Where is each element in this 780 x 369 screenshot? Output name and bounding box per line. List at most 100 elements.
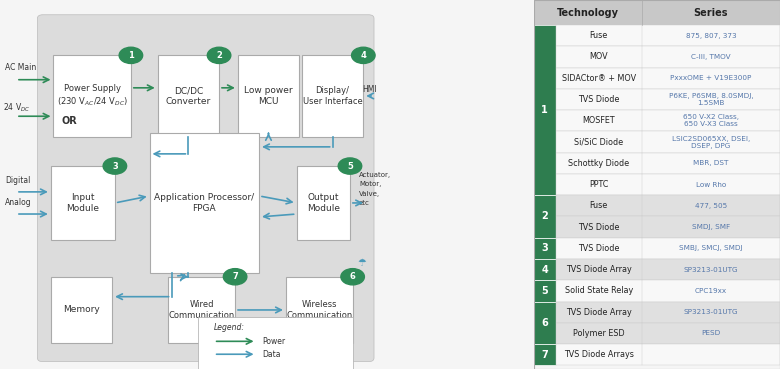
Text: DC/DC
Converter: DC/DC Converter	[165, 86, 211, 106]
Text: 477, 505: 477, 505	[695, 203, 727, 209]
Bar	[555, 68, 780, 89]
Text: Schottky Diode: Schottky Diode	[569, 159, 629, 168]
Bar	[534, 0, 780, 25]
Circle shape	[119, 47, 143, 63]
Text: etc: etc	[359, 200, 370, 206]
Text: MOV: MOV	[590, 52, 608, 62]
Bar	[534, 301, 555, 344]
Text: 2: 2	[541, 211, 548, 221]
Text: Technology: Technology	[557, 7, 619, 18]
Text: 2: 2	[216, 51, 222, 60]
Text: 1: 1	[541, 105, 548, 115]
Text: Solid State Relay: Solid State Relay	[565, 286, 633, 296]
Text: 6: 6	[349, 272, 356, 281]
Text: SP3213-01UTG: SP3213-01UTG	[684, 267, 739, 273]
FancyBboxPatch shape	[296, 166, 350, 240]
FancyBboxPatch shape	[302, 55, 363, 137]
Bar	[534, 344, 555, 365]
Text: 6: 6	[541, 318, 548, 328]
Bar	[555, 153, 780, 174]
Text: MBR, DST: MBR, DST	[693, 160, 729, 166]
Text: Data: Data	[262, 350, 280, 359]
Text: Motor,: Motor,	[359, 181, 381, 187]
Text: Actuator,: Actuator,	[359, 172, 392, 178]
FancyBboxPatch shape	[51, 277, 112, 343]
Text: 3: 3	[541, 244, 548, 254]
Text: 3: 3	[112, 162, 118, 170]
Bar	[534, 25, 555, 195]
Text: 4: 4	[360, 51, 367, 60]
Text: P6KE, P6SMB, 8.0SMDJ,
1.5SMB: P6KE, P6SMB, 8.0SMDJ, 1.5SMB	[668, 93, 753, 106]
Text: AC Main: AC Main	[5, 63, 37, 72]
Text: 1: 1	[128, 51, 134, 60]
Text: SMBJ, SMCJ, SMDJ: SMBJ, SMCJ, SMDJ	[679, 245, 743, 251]
Text: Power: Power	[262, 337, 285, 346]
Bar	[555, 110, 780, 131]
Bar	[534, 195, 555, 238]
Bar	[555, 280, 780, 301]
Text: 7: 7	[232, 272, 238, 281]
Circle shape	[341, 269, 364, 285]
Circle shape	[207, 47, 231, 63]
Bar	[534, 280, 555, 301]
FancyBboxPatch shape	[197, 317, 353, 369]
Text: C-III, TMOV: C-III, TMOV	[691, 54, 731, 60]
Bar	[555, 25, 780, 46]
Text: Wired
Communication: Wired Communication	[168, 300, 235, 320]
Circle shape	[352, 47, 375, 63]
Text: Low power
MCU: Low power MCU	[244, 86, 292, 106]
Text: Output
Module: Output Module	[307, 193, 340, 213]
FancyBboxPatch shape	[37, 15, 374, 362]
Text: Input
Module: Input Module	[66, 193, 99, 213]
Text: Application Processor/
FPGA: Application Processor/ FPGA	[154, 193, 254, 213]
Bar	[555, 238, 780, 259]
Bar	[555, 195, 780, 217]
Bar	[555, 131, 780, 153]
Bar	[555, 259, 780, 280]
Text: HMI: HMI	[362, 85, 377, 94]
FancyBboxPatch shape	[285, 277, 353, 343]
Text: PxxxOME + V19E300P: PxxxOME + V19E300P	[670, 75, 752, 81]
Text: Si/SiC Diode: Si/SiC Diode	[574, 138, 623, 146]
Text: CPC19xx: CPC19xx	[695, 288, 727, 294]
Text: 875, 807, 373: 875, 807, 373	[686, 33, 736, 39]
Text: 24 V$_{DC}$: 24 V$_{DC}$	[2, 102, 30, 114]
Text: OR: OR	[62, 116, 77, 126]
Text: Power Supply
(230 V$_{AC}$/24 V$_{DC}$): Power Supply (230 V$_{AC}$/24 V$_{DC}$)	[57, 84, 128, 108]
Bar	[555, 344, 780, 365]
Text: Series: Series	[693, 7, 729, 18]
Text: TVS Diode: TVS Diode	[578, 223, 619, 232]
Bar	[555, 217, 780, 238]
FancyBboxPatch shape	[51, 166, 115, 240]
Text: 5: 5	[347, 162, 353, 170]
Text: Analog: Analog	[5, 198, 32, 207]
Text: SP3213-01UTG: SP3213-01UTG	[684, 309, 739, 315]
Text: 4: 4	[541, 265, 548, 275]
Bar	[555, 46, 780, 68]
FancyBboxPatch shape	[238, 55, 300, 137]
Bar	[555, 174, 780, 195]
FancyBboxPatch shape	[150, 133, 259, 273]
Text: SMDJ, SMF: SMDJ, SMF	[692, 224, 730, 230]
Text: 7: 7	[541, 350, 548, 360]
Text: Wireless
Communication: Wireless Communication	[286, 300, 353, 320]
FancyBboxPatch shape	[53, 55, 131, 137]
Bar	[555, 301, 780, 323]
Text: Display/
User Interface: Display/ User Interface	[303, 86, 363, 106]
Bar	[555, 89, 780, 110]
Text: SIDACtor® + MOV: SIDACtor® + MOV	[562, 74, 636, 83]
Text: TVS Diode Array: TVS Diode Array	[566, 308, 632, 317]
Text: Fuse: Fuse	[590, 31, 608, 40]
Text: Low Rho: Low Rho	[696, 182, 726, 187]
Text: PPTC: PPTC	[589, 180, 608, 189]
Text: ☂: ☂	[358, 258, 367, 268]
Circle shape	[103, 158, 126, 174]
Text: Memory: Memory	[63, 306, 100, 314]
Text: TVS Diode: TVS Diode	[578, 244, 619, 253]
Text: Valve,: Valve,	[359, 190, 380, 197]
Circle shape	[339, 158, 362, 174]
Text: TVS Diode Arrays: TVS Diode Arrays	[564, 350, 634, 359]
FancyBboxPatch shape	[158, 55, 219, 137]
Text: MOSFET: MOSFET	[583, 116, 615, 125]
Bar	[534, 238, 555, 259]
